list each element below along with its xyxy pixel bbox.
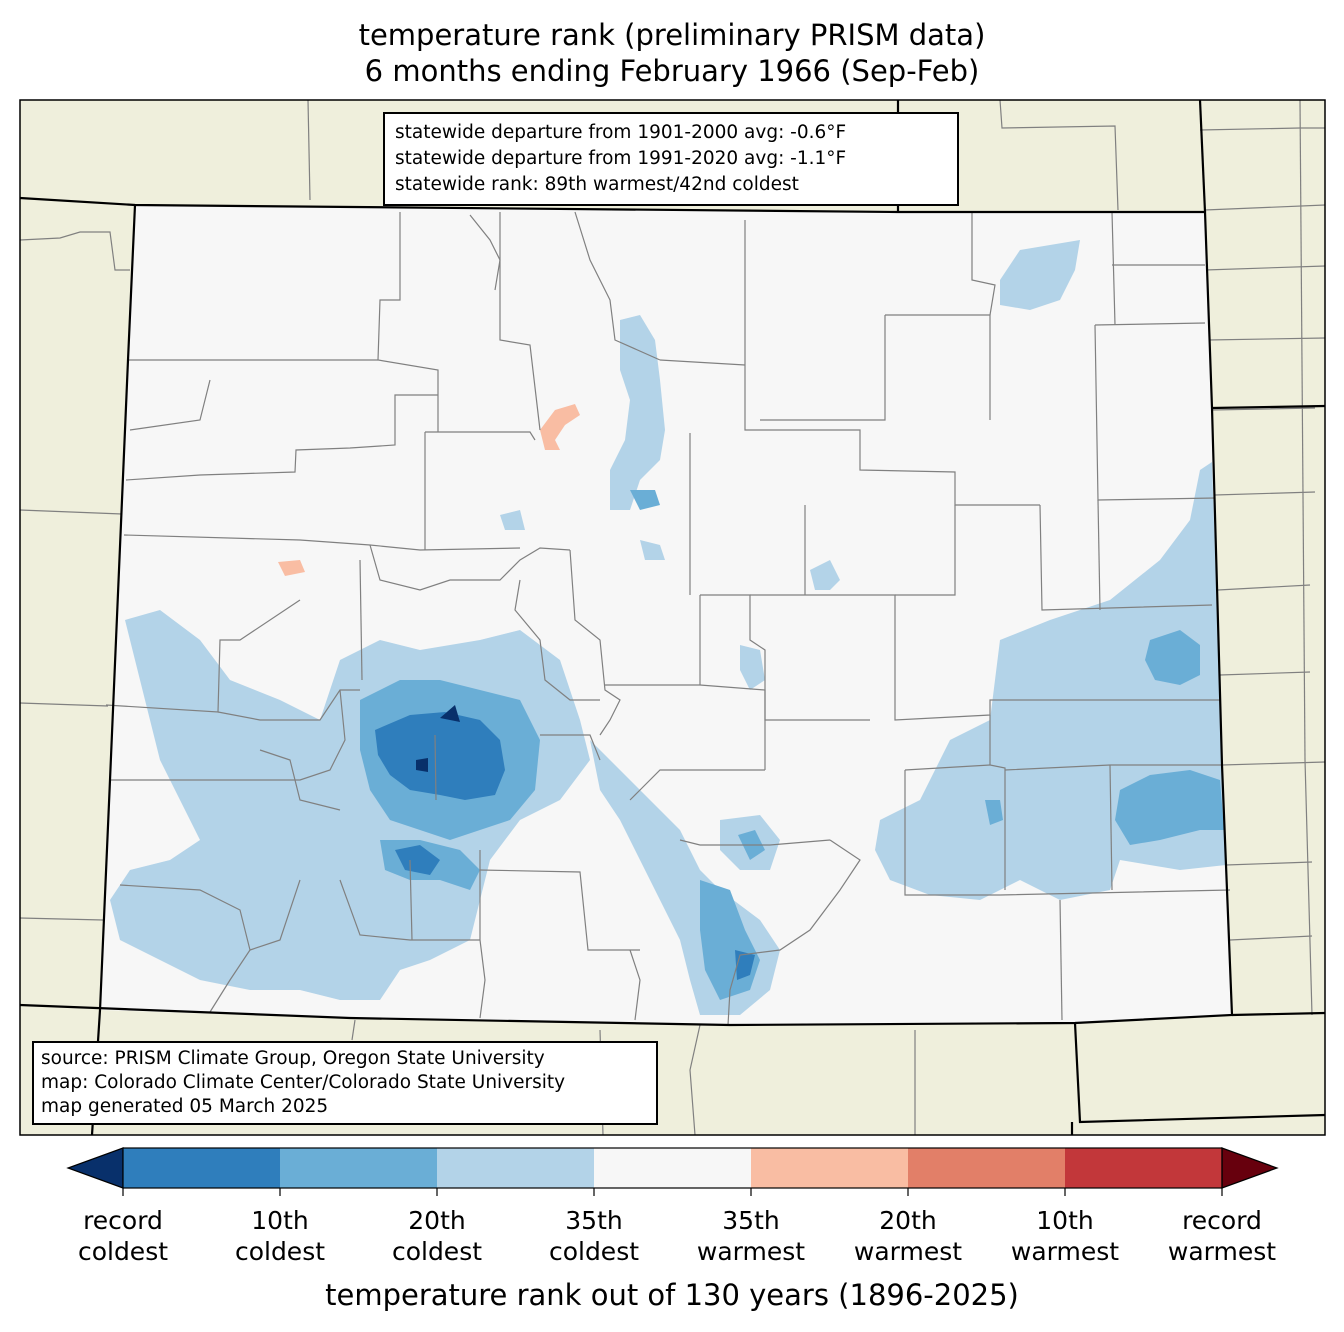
neighbor-county-lines (19, 99, 1326, 1136)
map-frame-border (19, 99, 1326, 1136)
map-title-line2: 6 months ending February 1966 (Sep-Feb) (364, 54, 980, 88)
tick-line1: 35th (565, 1206, 623, 1235)
state-borders (19, 99, 1326, 1136)
map-credit-line: map: Colorado Climate Center/Colorado St… (41, 1072, 566, 1093)
statewide-stats-box: statewide departure from 1901-2000 avg: … (383, 112, 959, 206)
colorbar-tick-label: 20th coldest (352, 1205, 522, 1267)
colorbar (66, 1147, 1279, 1196)
colorbar-segment-7 (1065, 1148, 1222, 1188)
map-title-line1: temperature rank (preliminary PRISM data… (358, 18, 986, 52)
tick-line2: coldest (391, 1237, 483, 1266)
stats-departure-1991-2020: statewide departure from 1991-2020 avg: … (395, 148, 847, 169)
tick-line2: warmest (853, 1237, 963, 1266)
colorbar-segment-6 (908, 1148, 1065, 1188)
colorbar-segment-2 (280, 1148, 437, 1188)
colorbar-outline (122, 1147, 1223, 1189)
colorbar-tick-label: 10th warmest (980, 1205, 1150, 1267)
colorbar-title: temperature rank out of 130 years (1896-… (325, 1278, 1019, 1312)
rank-record-coldest-areas (416, 705, 460, 772)
tick-line2: coldest (548, 1237, 640, 1266)
colorbar-tick-label: 10th coldest (195, 1205, 365, 1267)
colorbar-extend-max (1221, 1147, 1279, 1189)
colorbar-tick-label: record coldest (38, 1205, 208, 1267)
tick-line1: 20th (408, 1206, 466, 1235)
stats-rank: statewide rank: 89th warmest/42nd coldes… (395, 174, 799, 195)
tick-line1: 20th (879, 1206, 937, 1235)
tick-line2: coldest (234, 1237, 326, 1266)
generated-date-line: map generated 05 March 2025 (41, 1096, 329, 1117)
rank-10th-coldest-areas (375, 712, 755, 980)
colorbar-segment-5 (751, 1148, 908, 1188)
colorbar-tick-label: 35th coldest (509, 1205, 679, 1267)
colorbar-tick-label: 20th warmest (823, 1205, 993, 1267)
source-box: source: PRISM Climate Group, Oregon Stat… (32, 1041, 658, 1125)
tick-line1: 10th (1036, 1206, 1094, 1235)
tick-line1: 10th (251, 1206, 309, 1235)
colorbar-extend-min (66, 1147, 124, 1189)
tick-line2: warmest (696, 1237, 806, 1266)
tick-line1: 35th (722, 1206, 780, 1235)
colorbar-segment-3 (437, 1148, 594, 1188)
tick-line2: warmest (1167, 1237, 1277, 1266)
tick-line1: record (83, 1206, 163, 1235)
county-lines (105, 211, 1231, 1026)
source-line: source: PRISM Climate Group, Oregon Stat… (41, 1048, 545, 1069)
tick-line2: coldest (77, 1237, 169, 1266)
colorbar-segment-1 (123, 1148, 280, 1188)
rank-35th-warmest-areas (278, 404, 580, 576)
colorbar-tick-label: 35th warmest (666, 1205, 836, 1267)
tick-line2: warmest (1010, 1237, 1120, 1266)
colorbar-segment-4 (594, 1148, 751, 1188)
tick-line1: record (1182, 1206, 1262, 1235)
stats-departure-1901-2000: statewide departure from 1901-2000 avg: … (395, 122, 847, 143)
colorbar-tick-label: record warmest (1137, 1205, 1307, 1267)
